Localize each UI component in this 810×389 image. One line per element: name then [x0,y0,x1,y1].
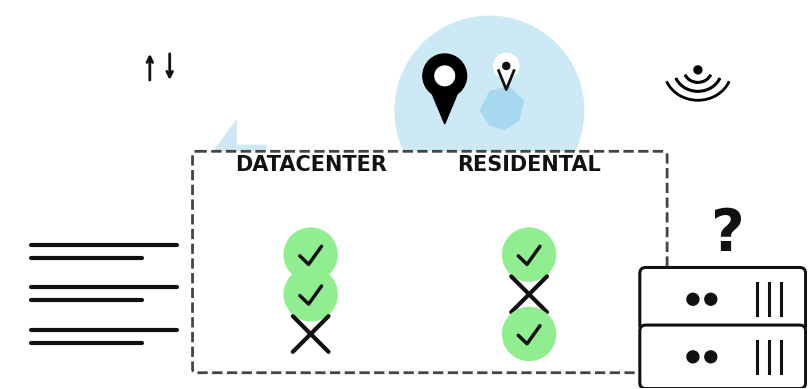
FancyBboxPatch shape [237,251,255,268]
Circle shape [104,31,160,87]
Polygon shape [429,87,460,124]
Circle shape [494,54,518,78]
FancyBboxPatch shape [640,325,806,389]
Circle shape [423,54,467,98]
Circle shape [91,91,122,121]
Circle shape [687,351,699,363]
FancyBboxPatch shape [237,191,255,209]
Polygon shape [197,121,311,369]
Text: DATACENTER: DATACENTER [235,155,386,175]
Circle shape [503,308,555,360]
Circle shape [687,293,699,305]
Circle shape [84,49,124,89]
FancyBboxPatch shape [237,221,255,239]
Circle shape [503,229,555,280]
Circle shape [705,293,717,305]
Circle shape [42,89,75,123]
Circle shape [58,74,106,121]
Circle shape [100,23,140,63]
FancyBboxPatch shape [202,191,220,209]
Text: RESIDENTAL: RESIDENTAL [457,155,601,175]
Text: ?: ? [711,206,744,263]
Circle shape [285,268,336,320]
Circle shape [142,51,177,87]
Circle shape [285,229,336,280]
Polygon shape [480,86,524,130]
FancyBboxPatch shape [193,151,667,373]
FancyBboxPatch shape [202,251,220,268]
Circle shape [395,16,584,205]
Polygon shape [430,71,459,116]
Circle shape [503,62,509,70]
Circle shape [79,72,109,102]
Circle shape [435,66,454,86]
Polygon shape [44,110,119,124]
Circle shape [705,351,717,363]
Polygon shape [87,74,176,91]
FancyBboxPatch shape [640,268,806,331]
Circle shape [694,66,701,74]
FancyBboxPatch shape [202,221,220,239]
Circle shape [128,29,164,65]
Polygon shape [499,71,514,89]
Circle shape [55,67,89,101]
